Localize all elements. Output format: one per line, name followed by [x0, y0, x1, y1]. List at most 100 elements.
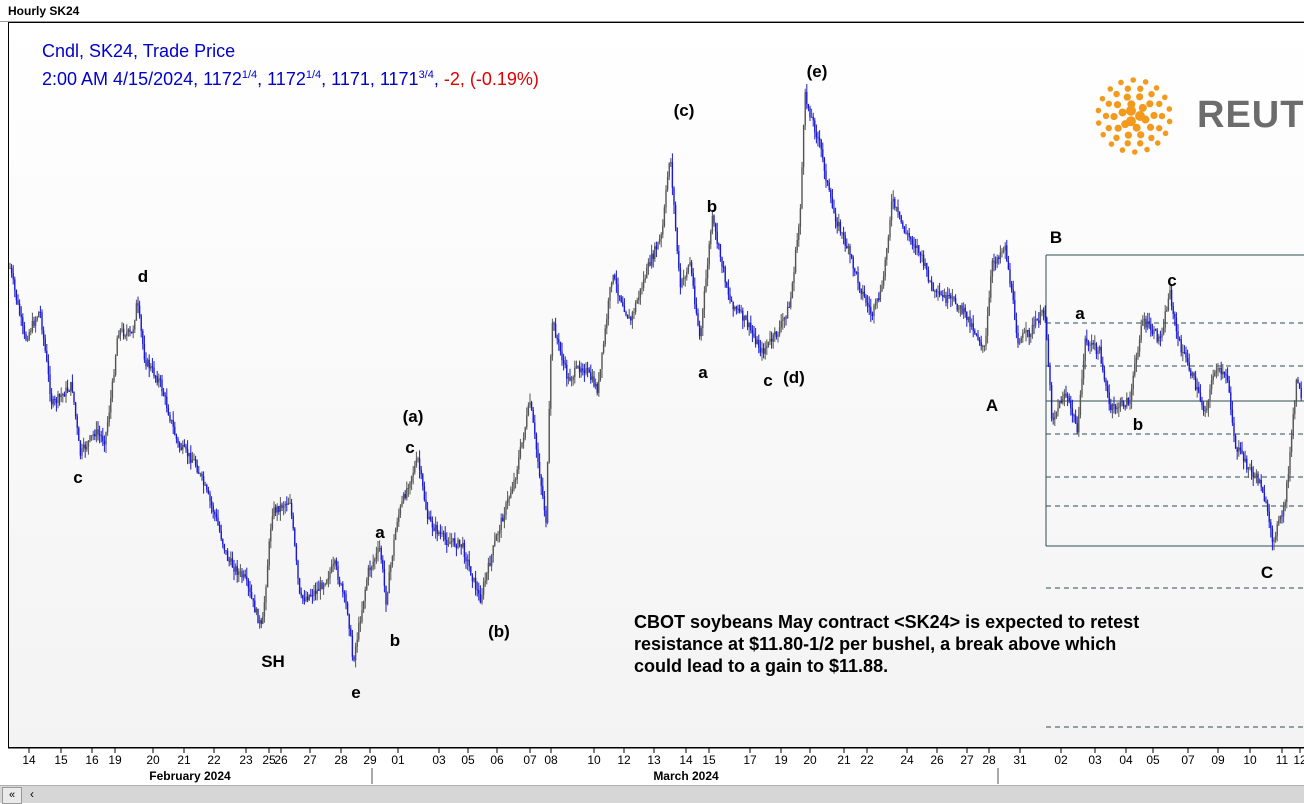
candle-body	[1106, 385, 1109, 393]
candle-body	[402, 493, 405, 502]
logo-dot	[1100, 131, 1107, 138]
candle-body	[300, 592, 302, 596]
candle-body	[601, 352, 603, 370]
candle-body	[182, 444, 184, 450]
candle-body	[599, 369, 602, 380]
scroll-first-icon[interactable]: «	[2, 787, 22, 804]
logo-dot	[1155, 125, 1163, 132]
candle-body	[1215, 370, 1218, 373]
candle-body	[458, 539, 461, 545]
legend-change: -2, (-0.19%)	[443, 69, 539, 89]
scroll-left-icon[interactable]: ‹	[30, 787, 34, 801]
candle-body	[1090, 343, 1093, 345]
candle-body	[1143, 318, 1146, 321]
candle-body	[801, 167, 803, 209]
candle-body	[439, 532, 442, 534]
candle-body	[1198, 386, 1200, 393]
candle-body	[1222, 371, 1224, 375]
candle-body	[1122, 401, 1125, 406]
candle-body	[1082, 360, 1085, 379]
candle-body	[1295, 379, 1298, 401]
candle-body	[910, 237, 912, 240]
candle-body	[591, 376, 594, 380]
candle-body	[655, 246, 658, 250]
wave-label: c	[73, 468, 82, 487]
candle-body	[1065, 393, 1067, 396]
x-tick-label: 01	[391, 753, 405, 767]
candle-body	[1199, 392, 1202, 401]
candle-body	[415, 459, 418, 466]
candle-body	[676, 228, 678, 252]
candle-body	[911, 239, 914, 245]
candle-body	[1268, 511, 1270, 523]
candle-body	[471, 575, 474, 582]
x-tick-label: 25	[262, 753, 276, 767]
candle-body	[324, 583, 326, 585]
candle-body	[247, 580, 250, 588]
candle-body	[590, 372, 592, 380]
candle-body	[1266, 502, 1269, 512]
candle-body	[679, 268, 682, 288]
candle-body	[1188, 362, 1190, 371]
logo-dot	[1136, 93, 1144, 101]
x-tick-label: 22	[207, 753, 221, 767]
candle-body	[529, 402, 531, 406]
month-label: February 2024	[149, 769, 231, 783]
candle-body	[524, 427, 526, 438]
candle-body	[990, 276, 992, 298]
logo-dot	[1127, 100, 1136, 109]
candle-body	[954, 297, 957, 304]
candle-body	[652, 253, 654, 260]
candle-body	[1183, 352, 1186, 354]
candle-body	[178, 443, 181, 448]
horizontal-scrollbar[interactable]: « ‹	[0, 785, 1304, 804]
candle-body	[1087, 341, 1090, 346]
candle-body	[1135, 357, 1138, 364]
candle-body	[1130, 388, 1133, 400]
plot-area[interactable]	[8, 22, 1304, 748]
candle-body	[474, 577, 477, 590]
candle-body	[252, 598, 254, 601]
wave-label: B	[1050, 228, 1062, 247]
wave-label: C	[1261, 563, 1273, 582]
candle-body	[604, 328, 606, 345]
candle-body	[466, 559, 469, 562]
candle-body	[220, 530, 222, 540]
candle-body	[1081, 378, 1083, 395]
candle-body	[65, 387, 67, 397]
candle-body	[764, 348, 766, 354]
candle-body	[462, 542, 464, 547]
candle-body	[738, 308, 741, 312]
candle-body	[631, 312, 634, 321]
candle-body	[1034, 319, 1037, 326]
candle-body	[713, 215, 715, 224]
candle-body	[1182, 352, 1184, 354]
candle-body	[44, 338, 46, 351]
candle-body	[393, 539, 395, 557]
candle-body	[586, 368, 589, 370]
candle-body	[734, 307, 736, 310]
candle-body	[287, 502, 290, 505]
candle-body	[1156, 330, 1158, 342]
candle-body	[214, 511, 216, 515]
candle-body	[1138, 339, 1141, 352]
x-tick-label: 23	[239, 753, 253, 767]
candle-body	[1095, 343, 1098, 355]
candle-body	[535, 434, 538, 450]
candle-body	[303, 598, 306, 601]
candle-body	[135, 303, 138, 321]
wave-label: (a)	[403, 407, 424, 426]
candle-body	[334, 560, 336, 564]
candle-body	[23, 325, 26, 335]
candle-body	[98, 434, 101, 436]
candle-body	[796, 239, 798, 250]
candle-body	[434, 524, 437, 531]
candle-body	[534, 422, 536, 435]
candle-body	[490, 555, 493, 566]
candle-body	[894, 198, 896, 208]
candle-body	[623, 305, 626, 313]
candle-body	[1124, 405, 1126, 407]
candle-body	[310, 594, 312, 596]
candle-body	[473, 577, 475, 582]
candle-body	[596, 383, 598, 393]
